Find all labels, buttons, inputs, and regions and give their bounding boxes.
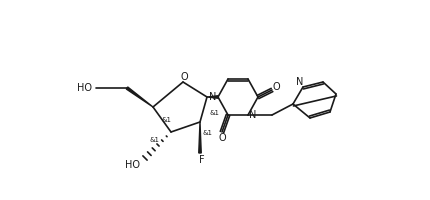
Text: O: O: [272, 82, 279, 92]
Text: &1: &1: [162, 117, 172, 123]
Polygon shape: [126, 87, 153, 107]
Polygon shape: [206, 96, 218, 98]
Text: F: F: [199, 155, 204, 165]
Text: &1: &1: [203, 130, 212, 136]
Text: &1: &1: [150, 137, 160, 143]
Text: HO: HO: [125, 160, 140, 170]
Text: N: N: [209, 92, 216, 102]
Text: O: O: [180, 72, 187, 82]
Polygon shape: [198, 122, 201, 153]
Text: O: O: [218, 133, 225, 143]
Text: HO: HO: [77, 83, 92, 93]
Text: N: N: [296, 77, 303, 87]
Text: &1: &1: [209, 110, 219, 116]
Text: N: N: [249, 110, 256, 120]
